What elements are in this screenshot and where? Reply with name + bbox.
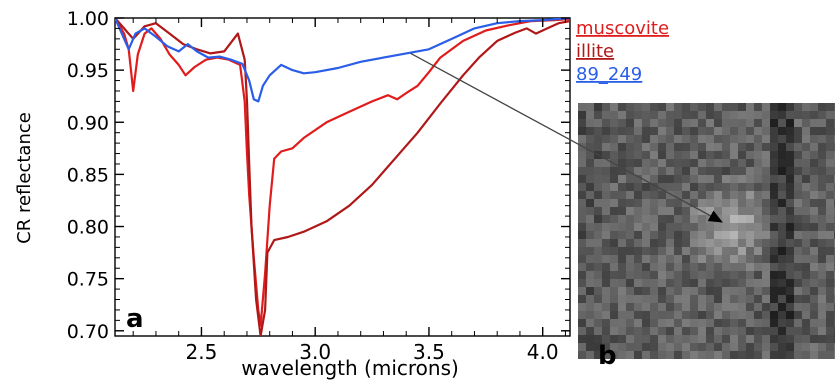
x-tick-label: 2.5 (186, 340, 218, 364)
y-tick-label: 0.80 (67, 217, 109, 239)
panel-label-a: a (126, 304, 144, 334)
pointer-arrow (410, 52, 723, 223)
x-tick-label: 4.0 (527, 340, 559, 364)
y-tick-label: 0.90 (67, 112, 109, 134)
y-axis-label: CR reflectance (14, 112, 35, 244)
panel-label-b: b (598, 341, 617, 371)
y-tick-label: 0.95 (67, 60, 109, 82)
series-line-illite (115, 18, 570, 336)
legend-entry-muscovite: muscovite (576, 18, 669, 39)
legend-entry-89-249: 89_249 (576, 64, 642, 85)
x-tick-label: 3.5 (413, 340, 445, 364)
image-panel-b (578, 103, 835, 359)
series-line-muscovite (115, 18, 570, 327)
y-tick-label: 1.00 (67, 8, 109, 30)
x-tick-label: 3.0 (299, 340, 331, 364)
x-axis-label: wavelength (microns) (241, 356, 459, 380)
y-tick-label: 0.85 (67, 164, 109, 186)
legend-entry-illite: illite (576, 41, 614, 62)
y-tick-label: 0.75 (67, 269, 109, 291)
y-tick-label: 0.70 (67, 321, 109, 343)
series-line-89-249 (115, 18, 570, 103)
